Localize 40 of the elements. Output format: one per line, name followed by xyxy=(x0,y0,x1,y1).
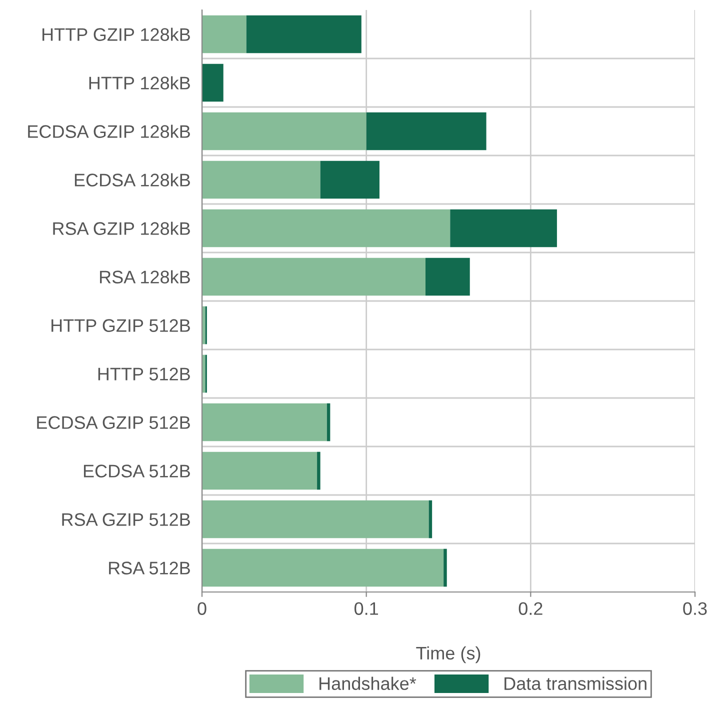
y-tick-label: ECDSA GZIP 512B xyxy=(37,416,190,429)
bar xyxy=(202,354,206,393)
bar xyxy=(246,15,362,54)
bar xyxy=(202,112,366,150)
bar xyxy=(326,403,330,442)
y-tick-label: HTTP GZIP 512B xyxy=(52,319,190,332)
y-tick-label: RSA 512B xyxy=(109,562,190,574)
bar xyxy=(202,500,429,538)
bar xyxy=(202,403,327,442)
y-tick-label: ECDSA 128kB xyxy=(74,173,190,186)
bar xyxy=(202,452,318,490)
bar xyxy=(444,548,447,587)
legend-label: Data transmission xyxy=(504,676,646,690)
y-tick-label: ECDSA GZIP 128kB xyxy=(28,124,190,138)
bar xyxy=(366,112,486,150)
bar xyxy=(202,160,320,199)
bar xyxy=(317,452,320,490)
bar xyxy=(202,64,224,102)
x-tick-label: 0 xyxy=(198,602,206,615)
x-tick-label: 0.3 xyxy=(683,602,707,615)
y-tick-label: RSA GZIP 128kB xyxy=(53,222,190,235)
bar xyxy=(202,258,426,296)
bar xyxy=(202,15,246,54)
bar xyxy=(450,209,557,248)
bar xyxy=(320,160,380,199)
x-tick-label: 0.1 xyxy=(354,602,378,615)
bar xyxy=(428,500,432,538)
y-tick-label: HTTP GZIP 128kB xyxy=(42,28,190,41)
y-tick-label: RSA GZIP 512B xyxy=(62,513,190,526)
x-tick-label: 0.2 xyxy=(518,602,542,615)
bar xyxy=(202,209,450,248)
x-axis-title: Time (s) xyxy=(416,646,480,664)
y-tick-label: ECDSA 512B xyxy=(84,464,190,478)
bar xyxy=(425,258,470,296)
bar xyxy=(202,548,444,587)
bar xyxy=(202,306,206,344)
y-tick-label: HTTP 512B xyxy=(98,368,190,380)
legend-label: Handshake* xyxy=(320,676,416,690)
y-tick-label: RSA 128kB xyxy=(100,270,190,284)
y-tick-label: HTTP 128kB xyxy=(89,76,190,90)
